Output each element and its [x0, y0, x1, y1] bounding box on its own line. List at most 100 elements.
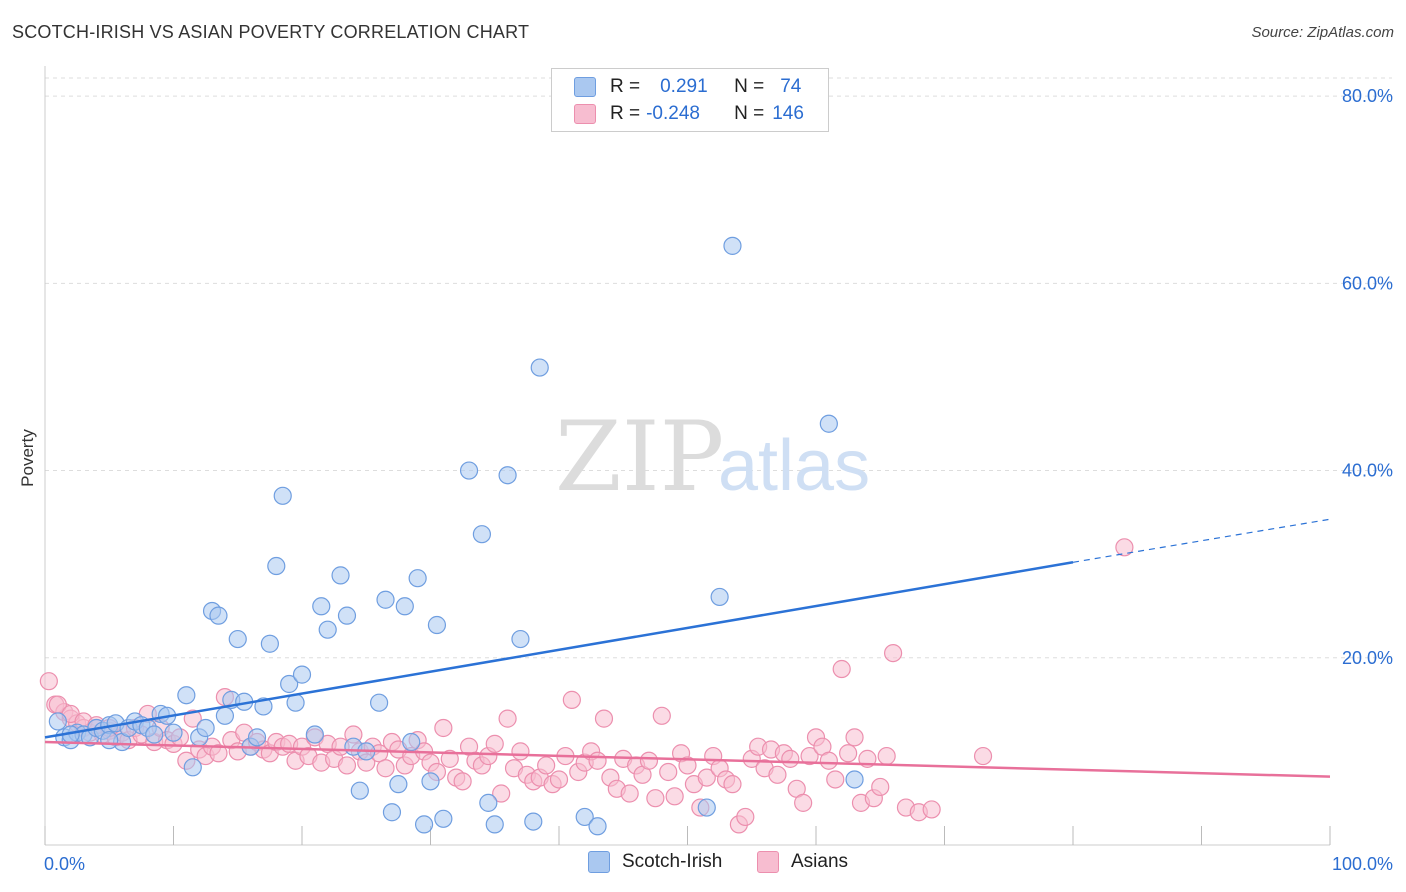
- source-label: Source: ZipAtlas.com: [1251, 24, 1394, 41]
- asians-point: [800, 746, 819, 766]
- scotch-irish-point: [215, 706, 234, 725]
- scotch-irish-point: [524, 812, 543, 831]
- scotch-irish-point: [530, 358, 549, 377]
- asians-point: [794, 793, 813, 812]
- scotch-irish-point: [819, 414, 838, 433]
- asians-point: [337, 756, 357, 775]
- scotch-irish-point: [196, 718, 215, 738]
- y-axis-label: Poverty: [18, 429, 37, 487]
- scotch-irish-point: [472, 525, 491, 544]
- legend-swatch-blue: [574, 77, 596, 97]
- scotch-irish-point: [254, 697, 273, 716]
- x-tick-labels: 0.0% 100.0%: [44, 854, 1393, 874]
- scotch-irish-point: [247, 728, 267, 747]
- asians-point: [594, 709, 614, 728]
- asians-point: [678, 756, 697, 775]
- legend-r-label: R =: [610, 76, 641, 97]
- asians-point: [652, 706, 671, 725]
- x-tick-label: 0.0%: [44, 854, 85, 874]
- scotch-irish-point: [697, 798, 716, 817]
- scotch-irish-point: [414, 815, 434, 834]
- watermark-atlas: atlas: [718, 426, 870, 506]
- scotch-irish-point: [177, 686, 196, 705]
- asians-point: [832, 659, 851, 679]
- scotch-irish-point: [100, 731, 119, 750]
- asians-point: [209, 744, 228, 763]
- scotch-irish-point: [273, 486, 292, 505]
- scotch-irish-point: [350, 781, 369, 800]
- grid: [45, 77, 1392, 659]
- asians-points: [39, 538, 1134, 834]
- legend-swatch-pink: [574, 104, 596, 124]
- asians-point: [819, 751, 838, 770]
- scotch-irish-point: [228, 629, 247, 649]
- scotch-irish-point: [48, 712, 67, 731]
- asians-point: [646, 789, 665, 808]
- bottom-legend-asians: Asians: [757, 851, 848, 873]
- scotch-irish-trend-line: [44, 561, 1074, 739]
- scotch-irish-point: [459, 461, 479, 480]
- legend-r-label: R =: [610, 103, 641, 124]
- legend-n-value: 146: [772, 103, 804, 124]
- asians-point: [434, 718, 453, 738]
- scotch-irish-point: [511, 629, 530, 649]
- scotch-irish-point: [479, 793, 498, 812]
- asians-trend-line: [44, 740, 1331, 778]
- asians-point: [376, 759, 395, 778]
- scotch-irish-point: [183, 758, 202, 777]
- asians-point: [659, 762, 678, 782]
- asians-point: [1115, 538, 1134, 557]
- scotch-irish-point: [382, 803, 402, 822]
- asians-point: [183, 709, 202, 728]
- asians-point: [697, 768, 716, 787]
- y-tick-label: 20.0%: [1342, 648, 1393, 668]
- scotch-irish-point: [427, 615, 447, 635]
- asians-point: [871, 777, 890, 797]
- asians-point: [549, 770, 569, 789]
- bottom-legend-swatch-pink: [757, 851, 779, 873]
- asians-point: [973, 746, 993, 766]
- asians-point: [620, 784, 639, 803]
- legend-r-value: -0.248: [646, 103, 700, 124]
- asians-point: [485, 734, 504, 753]
- asians-point: [639, 751, 659, 770]
- asians-point: [839, 744, 858, 763]
- trend-lines: [44, 518, 1331, 778]
- scotch-irish-point: [389, 775, 408, 794]
- asians-point: [877, 746, 896, 766]
- watermark: ZIP atlas: [555, 401, 870, 513]
- bottom-legend-swatch-blue: [588, 851, 610, 873]
- chart-title: SCOTCH-IRISH VS ASIAN POVERTY CORRELATIO…: [12, 22, 530, 42]
- scotch-irish-point: [710, 587, 729, 607]
- asians-point: [768, 765, 787, 784]
- scotch-irish-point: [280, 674, 299, 694]
- bottom-legend-scotch-irish: Scotch-Irish: [588, 851, 722, 873]
- asians-point: [562, 690, 581, 709]
- y-tick-label: 60.0%: [1342, 273, 1393, 293]
- scotch-irish-point: [145, 725, 164, 744]
- y-tick-label: 80.0%: [1342, 86, 1393, 106]
- legend-row-scotch-irish: R = 0.291 N = 74: [574, 75, 801, 99]
- asians-point: [922, 800, 941, 819]
- bottom-legend-label: Asians: [791, 851, 849, 872]
- asians-point: [736, 807, 755, 827]
- asians-point: [883, 643, 903, 663]
- axes: [44, 66, 1331, 846]
- scotch-irish-point: [395, 597, 414, 616]
- asians-point: [453, 772, 472, 791]
- scotch-irish-point: [318, 620, 337, 639]
- asians-point: [440, 749, 459, 768]
- legend-r-value: 0.291: [660, 76, 708, 97]
- scotch-irish-point: [164, 723, 183, 742]
- legend-row-asians: R = -0.248 N = 146: [574, 102, 804, 126]
- scotch-irish-point: [434, 809, 453, 828]
- scotch-irish-point: [376, 590, 395, 609]
- correlation-legend: R = 0.291 N = 74 R = -0.248 N = 146: [551, 68, 829, 132]
- asians-point: [588, 751, 607, 770]
- scotch-irish-point: [485, 815, 504, 834]
- scotch-irish-point: [331, 566, 350, 585]
- scotch-irish-point: [498, 466, 517, 485]
- y-tick-label: 40.0%: [1342, 461, 1393, 481]
- x-tick-label: 100.0%: [1332, 854, 1393, 874]
